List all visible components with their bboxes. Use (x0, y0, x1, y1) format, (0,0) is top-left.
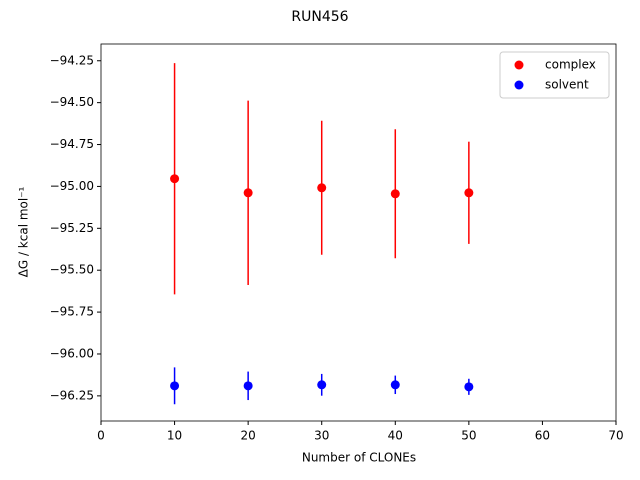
x-tick-label: 60 (535, 429, 550, 443)
point (170, 381, 180, 391)
x-tick-label: 20 (241, 429, 256, 443)
y-axis-label: ΔG / kcal mol⁻¹ (17, 186, 31, 277)
y-tick-label: −96.25 (50, 388, 94, 402)
y-tick-label: −95.50 (50, 263, 94, 277)
y-tick-label: −94.50 (50, 95, 94, 109)
y-tick-label: −95.25 (50, 221, 94, 235)
chart-title: RUN456 (291, 9, 348, 25)
point (464, 382, 474, 392)
y-tick-label: −94.75 (50, 137, 94, 151)
x-tick-label: 10 (167, 429, 182, 443)
legend-box (499, 51, 610, 99)
x-tick-label: 30 (314, 429, 329, 443)
y-tick-label: −94.25 (50, 53, 94, 67)
point (390, 189, 400, 199)
point (243, 381, 253, 391)
y-tick-label: −95.75 (50, 305, 94, 319)
point (317, 380, 327, 390)
x-tick-label: 0 (97, 429, 105, 443)
axes-frame (100, 43, 617, 422)
point (170, 174, 180, 184)
point (317, 183, 327, 193)
x-axis-label: Number of CLONEs (302, 451, 416, 465)
x-tick-label: 50 (461, 429, 476, 443)
y-tick-label: −95.00 (50, 179, 94, 193)
legend-label: solvent (545, 78, 589, 92)
x-tick-label: 40 (388, 429, 403, 443)
y-tick-label: −96.00 (50, 346, 94, 360)
point (243, 188, 253, 198)
point (464, 188, 474, 198)
legend-marker (514, 80, 524, 90)
x-tick-label: 70 (608, 429, 623, 443)
legend-marker (514, 60, 524, 70)
point (390, 380, 400, 390)
legend-label: complex (545, 58, 596, 72)
